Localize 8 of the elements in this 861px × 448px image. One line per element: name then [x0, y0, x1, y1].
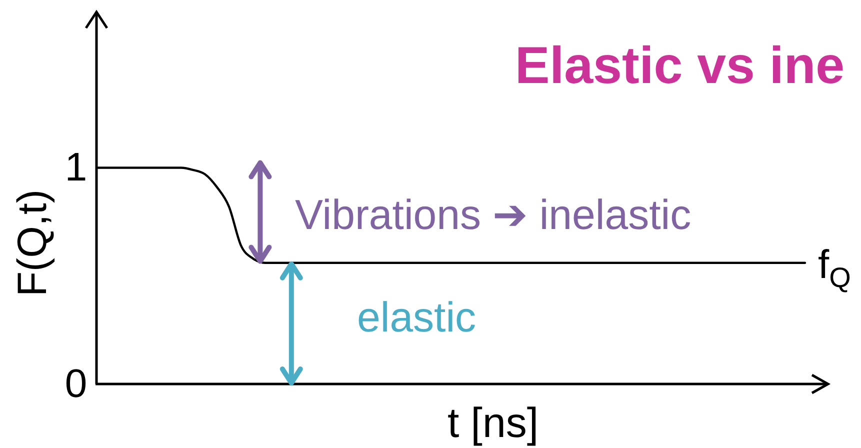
x-axis-title: t [ns] [447, 399, 539, 446]
y-axis-title: F(Q,t) [9, 189, 55, 297]
y-tick-label: 1 [64, 146, 88, 190]
y-tick-label: 0 [64, 362, 88, 406]
text: Elastic vs ine [515, 37, 845, 95]
annotation: elastic [357, 292, 476, 340]
annotation: f$_{Q}$ [818, 242, 851, 292]
annotation: Vibrations ➔ inelastic [295, 190, 692, 238]
